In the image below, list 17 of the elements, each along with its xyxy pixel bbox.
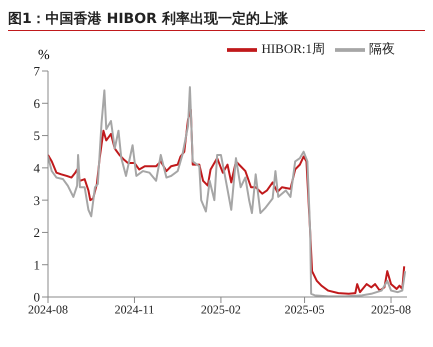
y-tick-label: 6 [34,96,40,111]
x-tick-label: 2024-08 [28,302,68,317]
x-tick-label: 2024-11 [114,302,154,317]
y-tick-label: 2 [34,225,40,240]
y-tick-label: 7 [34,64,40,79]
y-tick-label: 4 [34,160,40,176]
y-axis-title: % [38,48,50,64]
y-tick-label: 5 [34,128,40,144]
y-tick-label: 3 [34,192,40,208]
y-tick-label: 0 [34,290,40,305]
legend-label: HIBOR:1周 [261,40,325,56]
x-tick-label: 2025-08 [371,302,412,317]
x-tick-label: 2025-02 [200,302,241,317]
y-tick-label: 1 [34,257,40,272]
x-tick-label: 2025-05 [284,302,325,317]
chart-title: 图1：中国香港 HIBOR 利率出现一定的上涨 [8,8,425,31]
legend-label: 隔夜 [369,40,395,56]
